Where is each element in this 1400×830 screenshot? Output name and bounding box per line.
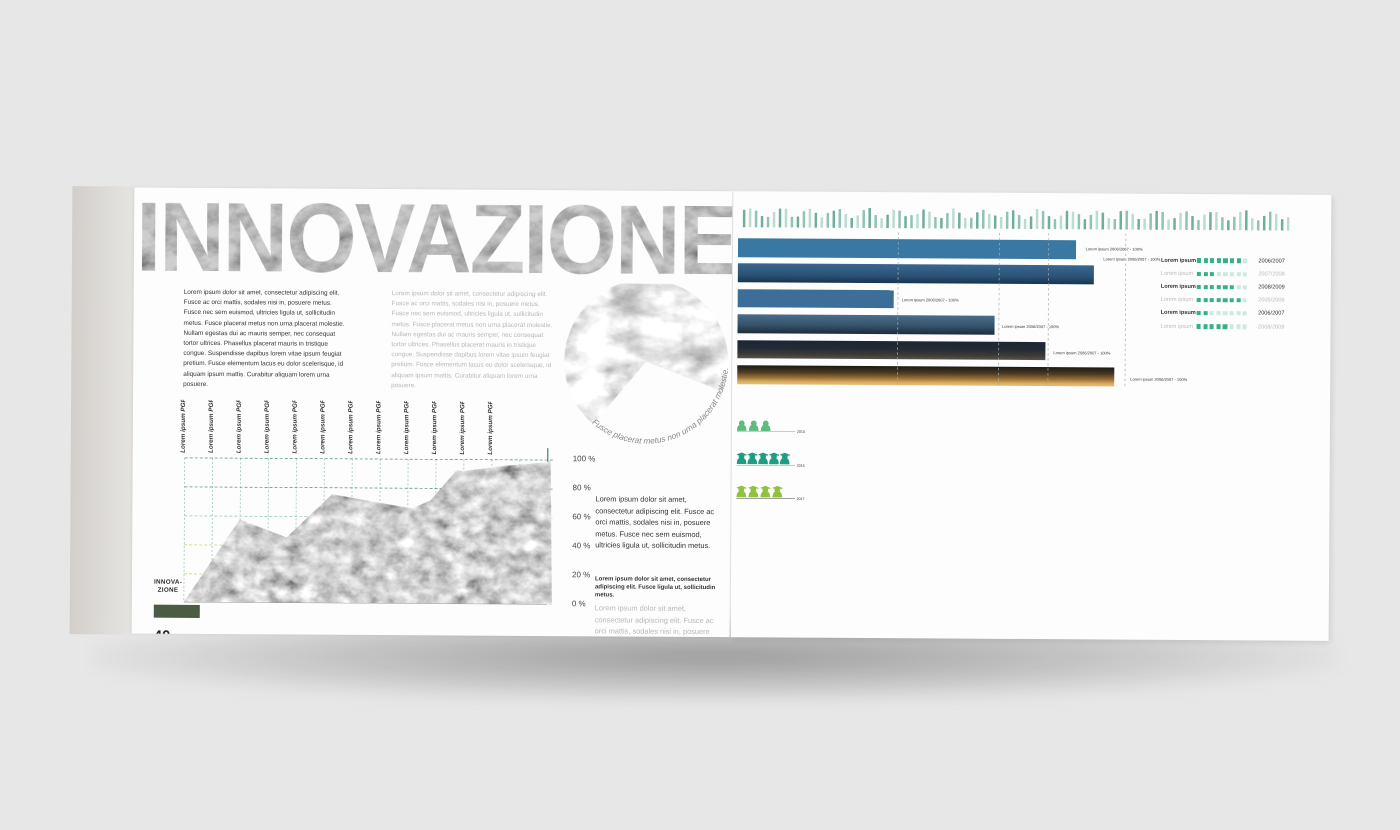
svg-text:Lorem ipsum PGF 1535: Lorem ipsum PGF 1535 [431,400,438,455]
svg-text:Lorem ipsum PGF 1535: Lorem ipsum PGF 1535 [319,400,326,454]
svg-text:Lorem ipsum PGF 1535: Lorem ipsum PGF 1535 [375,400,382,454]
svg-text:Lorem ipsum PGF 1535: Lorem ipsum PGF 1535 [264,400,271,454]
svg-text:2016: 2016 [797,464,805,468]
svg-text:Lorem ipsum PGF 1535: Lorem ipsum PGF 1535 [347,400,354,454]
svg-text:INNOVAZIONE: INNOVAZIONE [136,194,733,297]
svg-text:Lorem ipsum PGF 1535: Lorem ipsum PGF 1535 [403,400,410,455]
svg-text:Lorem ipsum PGF 1535: Lorem ipsum PGF 1535 [291,400,298,454]
svg-text:2017: 2017 [796,497,804,501]
svg-text:Lorem ipsum PGF 1535: Lorem ipsum PGF 1535 [180,400,187,453]
svg-text:Lorem ipsum PGF 1535: Lorem ipsum PGF 1535 [236,400,243,454]
svg-text:Lorem ipsum PGF 1535: Lorem ipsum PGF 1535 [459,400,466,455]
svg-text:Lorem ipsum PGF 1535: Lorem ipsum PGF 1535 [208,400,215,453]
svg-text:Lorem ipsum PGF 1535: Lorem ipsum PGF 1535 [487,400,494,455]
svg-text:2010: 2010 [797,430,805,434]
